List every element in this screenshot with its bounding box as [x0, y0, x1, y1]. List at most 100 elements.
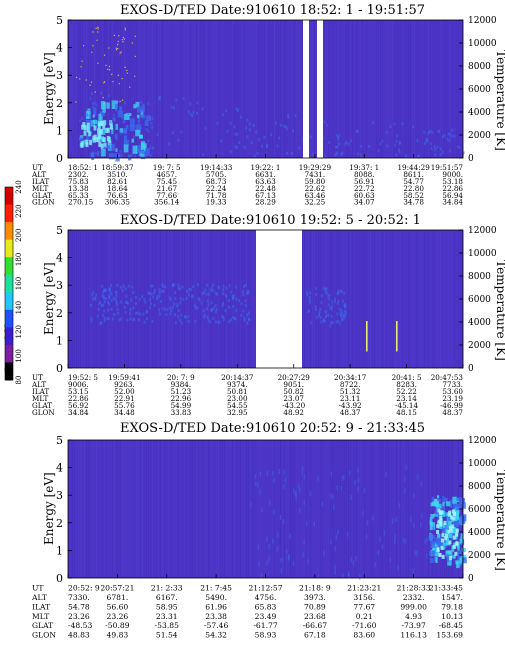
table-cell: 53.15 — [68, 387, 89, 396]
texture-streak — [376, 20, 377, 158]
enhanced-flux-cell — [335, 534, 337, 540]
texture-streak — [96, 440, 97, 578]
enhanced-flux-cell — [214, 303, 217, 307]
sparse-count — [129, 86, 131, 88]
texture-streak — [416, 20, 417, 158]
table-cell: 79.18 — [441, 602, 463, 611]
intense-flux-cell — [103, 120, 107, 126]
texture-streak — [336, 440, 337, 578]
intense-flux-cell — [83, 130, 87, 136]
enhanced-flux-cell — [335, 320, 338, 324]
enhanced-flux-cell — [229, 150, 232, 154]
intense-flux-cell — [103, 142, 107, 148]
enhanced-flux-cell — [321, 501, 324, 507]
texture-streak — [182, 20, 183, 158]
intense-flux-cell — [106, 127, 110, 133]
data-gap — [303, 20, 309, 158]
texture-streak — [192, 440, 193, 578]
enhanced-flux-cell — [201, 292, 204, 296]
intense-flux-cell — [119, 106, 122, 113]
texture-streak — [70, 20, 71, 158]
intense-flux-cell — [441, 533, 445, 538]
intense-flux-cell — [441, 554, 445, 559]
enhanced-flux-cell — [97, 307, 100, 311]
texture-streak — [212, 20, 213, 158]
texture-streak — [100, 20, 101, 158]
texture-streak — [140, 440, 141, 578]
enhanced-flux-cell — [425, 137, 428, 141]
enhanced-flux-cell — [420, 513, 423, 519]
intense-flux-cell — [444, 533, 448, 538]
enhanced-flux-cell — [325, 314, 328, 318]
texture-streak — [390, 230, 391, 368]
intense-flux-cell — [437, 533, 441, 539]
enhanced-flux-cell — [222, 113, 225, 117]
enhanced-flux-cell — [95, 293, 98, 297]
sparse-count — [108, 65, 111, 67]
table-cell: 28.29 — [255, 198, 276, 207]
texture-streak — [76, 230, 77, 368]
texture-streak — [156, 440, 157, 578]
table-cell: 76.63 — [107, 191, 128, 200]
texture-streak — [400, 440, 401, 578]
texture-streak — [140, 20, 141, 158]
enhanced-flux-cell — [398, 502, 401, 508]
enhanced-flux-cell — [99, 301, 102, 305]
intense-flux-cell — [437, 519, 441, 524]
texture-streak — [288, 20, 289, 158]
enhanced-flux-cell — [230, 290, 233, 294]
enhanced-flux-cell — [416, 474, 419, 480]
enhanced-flux-cell — [281, 557, 284, 563]
texture-streak — [188, 230, 189, 368]
texture-streak — [132, 230, 133, 368]
table-cell: 23.00 — [227, 394, 248, 403]
texture-streak — [304, 230, 305, 368]
table-cell: 55.76 — [114, 401, 135, 410]
intense-flux-cell — [109, 153, 115, 160]
texture-streak — [164, 440, 165, 578]
enhanced-flux-cell — [330, 300, 333, 304]
texture-streak — [212, 230, 213, 368]
enhanced-flux-cell — [89, 97, 92, 101]
intense-flux-cell — [93, 125, 97, 131]
enhanced-flux-cell — [112, 296, 115, 300]
enhanced-flux-cell — [205, 292, 208, 296]
texture-streak — [94, 440, 95, 578]
enhanced-flux-cell — [242, 289, 245, 293]
enhanced-flux-cell — [201, 107, 204, 111]
y-tick-label: 2 — [56, 97, 63, 110]
texture-streak — [350, 20, 351, 158]
table-cell: 48.83 — [68, 631, 90, 640]
table-cell: 20:34:17 — [334, 373, 367, 382]
enhanced-flux-cell — [177, 138, 180, 142]
texture-streak — [436, 20, 437, 158]
table-cell: 0.21 — [356, 612, 373, 621]
intense-flux-cell — [98, 113, 102, 121]
intense-flux-cell — [136, 114, 140, 119]
texture-streak — [372, 20, 373, 158]
table-cell: 48.92 — [283, 408, 304, 417]
intense-flux-cell — [434, 537, 440, 543]
texture-streak — [248, 230, 249, 368]
texture-streak — [424, 20, 425, 158]
colorbar-tick-label: 120 — [15, 325, 23, 338]
intense-flux-cell — [461, 502, 466, 509]
table-cell: 18:59:37 — [101, 163, 134, 172]
intense-flux-cell — [129, 124, 136, 132]
enhanced-flux-cell — [248, 128, 251, 132]
texture-streak — [344, 440, 345, 578]
table-cell: -71.60 — [352, 621, 376, 630]
y2-tick-label: 2000 — [468, 131, 491, 141]
intense-flux-cell — [105, 127, 109, 133]
table-cell: 22.91 — [114, 394, 135, 403]
texture-streak — [164, 230, 165, 368]
sparse-count — [119, 52, 121, 54]
texture-streak — [332, 230, 333, 368]
texture-streak — [148, 440, 149, 578]
enhanced-flux-cell — [368, 144, 371, 148]
enhanced-flux-cell — [328, 293, 331, 297]
texture-streak — [184, 440, 185, 578]
colorbar-tick-label: 140 — [15, 301, 23, 314]
texture-streak — [264, 20, 265, 158]
